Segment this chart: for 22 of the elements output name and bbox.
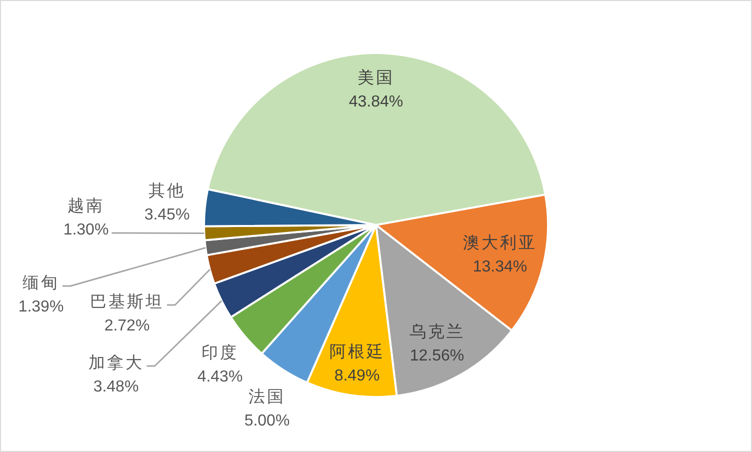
- slice-label: 加拿大: [88, 354, 144, 372]
- slice-label: 乌克兰: [409, 322, 465, 341]
- data-label: 5.00%: [244, 412, 290, 430]
- data-label: 1.30%: [63, 222, 109, 238]
- data-label: 3.45%: [144, 206, 190, 224]
- data-label: 2.72%: [104, 318, 150, 334]
- slice-label: 其他: [148, 182, 186, 200]
- slice-label: 澳大利亚: [463, 233, 537, 252]
- slice-label: 印度: [202, 343, 238, 362]
- slice-label: 美国: [358, 68, 394, 87]
- slice-label: 法国: [248, 388, 286, 406]
- data-label: 3.48%: [93, 378, 139, 396]
- data-label: 13.34%: [472, 258, 528, 276]
- slice-label: 缅甸: [22, 274, 60, 292]
- data-label: 43.84%: [348, 94, 404, 110]
- slice-label: 巴基斯坦: [90, 293, 164, 311]
- slice-label: 越南: [68, 197, 104, 215]
- data-label: 12.56%: [410, 348, 464, 364]
- slice-label: 阿根廷: [329, 343, 385, 361]
- data-label: 8.49%: [334, 368, 380, 384]
- data-label: 4.43%: [197, 368, 243, 386]
- data-label: 1.39%: [18, 298, 64, 316]
